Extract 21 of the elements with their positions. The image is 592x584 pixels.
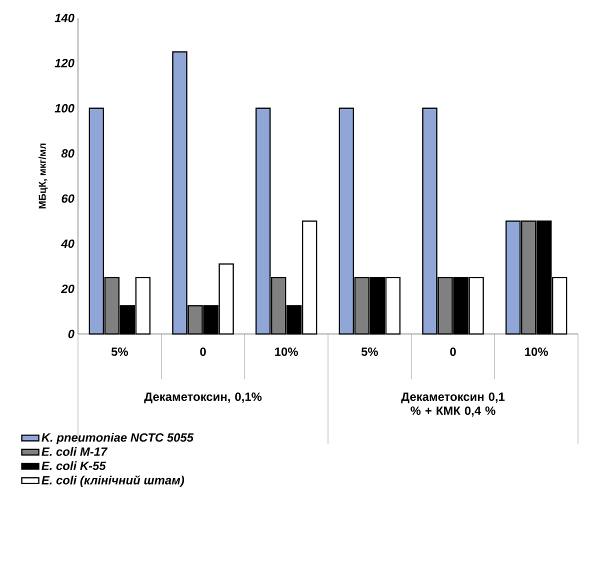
legend-label: E. coli M-17 (42, 447, 108, 456)
y-tick-label: 60 (62, 194, 74, 203)
text: Декаметоксин, 0,1% (144, 392, 262, 404)
x-tick-label: 10% (275, 348, 298, 356)
x-tick-label: 0 (450, 348, 456, 356)
text: Декаметоксин 0,1 % + КМК 0,4 % (401, 392, 505, 417)
legend-label: E. coli K-55 (42, 461, 106, 470)
y-axis-title: МБцК, мкг/мл (38, 144, 48, 208)
x-tick-label: 10% (525, 348, 548, 356)
y-tick-label: 140 (54, 14, 74, 22)
y-tick-label: 40 (60, 239, 74, 248)
y-tick-label: 20 (61, 284, 74, 294)
y-tick-label: 120 (54, 58, 74, 68)
legend-label: K. pneumoniae NCTC 5055 (42, 432, 194, 444)
x-tick-label: 0 (200, 348, 206, 356)
y-tick-label: 80 (61, 149, 74, 158)
y-tick-label: 100 (54, 104, 74, 112)
x-tick-label: 5% (111, 348, 128, 356)
y-tick-label: 0 (68, 330, 74, 338)
x-tick-label: 5% (361, 348, 378, 356)
legend-label: E. coli (клінічний штам) (42, 475, 184, 487)
